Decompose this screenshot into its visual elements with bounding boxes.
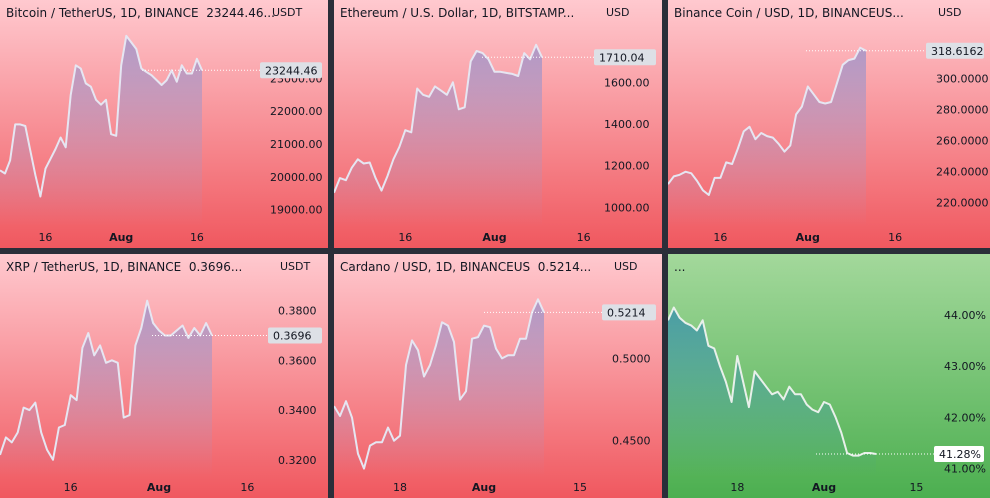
series-area: [0, 300, 212, 476]
x-tick-label: 16: [398, 231, 412, 244]
y-tick-label: 1200.00: [604, 160, 650, 173]
chart-svg: 220.0000 240.0000 260.0000 280.0000 300.0000…: [668, 0, 990, 248]
last-value-text: 23244.46...: [206, 6, 275, 20]
x-tick-label: 16: [888, 231, 902, 244]
x-tick-label: Aug: [109, 231, 133, 244]
series-area: [0, 35, 202, 226]
chart-title: ...: [674, 260, 686, 274]
y-tick-label: 43.00%: [944, 360, 986, 373]
y-tick-label: 42.00%: [944, 411, 986, 424]
price-tag: [926, 42, 984, 59]
y-tick-label: 0.3800: [278, 305, 317, 318]
y-tick-label: 41.00%: [944, 462, 986, 475]
price-tag-label: 0.5214: [607, 306, 646, 319]
x-tick-label: Aug: [812, 481, 836, 494]
currency-label: USD: [606, 6, 630, 19]
last-value-text: 0.3696...: [188, 260, 243, 274]
y-tick-label: 0.3200: [278, 454, 317, 467]
x-tick-label: Aug: [796, 231, 820, 244]
x-tick-label: 16: [64, 481, 78, 494]
price-tag: [268, 327, 322, 344]
x-tick-label: 16: [38, 231, 52, 244]
y-tick-label: 1400.00: [604, 118, 650, 131]
chart-title: Cardano / USD, 1D, BINANCEUS 0.5214...: [340, 260, 592, 274]
chart-title: XRP / TetherUS, 1D, BINANCE 0.3696...: [6, 260, 243, 274]
currency-label: USD: [614, 260, 638, 273]
y-tick-label: 1600.00: [604, 76, 650, 89]
x-tick-label: Aug: [147, 481, 171, 494]
y-tick-label: 44.00%: [944, 309, 986, 322]
currency-label: USDT: [280, 260, 311, 273]
y-tick-label: 21000.00: [270, 138, 323, 151]
chart-title: Binance Coin / USD, 1D, BINANCEUS...: [674, 6, 904, 20]
y-tick-label: 260.0000: [936, 135, 989, 148]
btc-chart-panel[interactable]: 19000.00 20000.00 21000.00 22000.00 23000.00…: [0, 0, 328, 248]
xrp-chart-panel[interactable]: 0.3200 0.3400 0.3600 0.3800 USDT 0.3696 16 Aug 1…: [0, 254, 328, 498]
series-line: [0, 34, 203, 198]
currency-label: USDT: [272, 6, 303, 19]
x-tick-label: 18: [730, 481, 744, 494]
price-tag: [260, 62, 322, 79]
x-tick-label: 15: [573, 481, 587, 494]
y-tick-label: 0.3600: [278, 354, 317, 367]
y-tick-label: 19000.00: [270, 204, 323, 217]
x-tick-label: 16: [577, 231, 591, 244]
price-tag-label: 41.28%: [939, 448, 981, 461]
series-line: [334, 43, 543, 194]
x-tick-label: 16: [240, 481, 254, 494]
chart-svg: 0.3200 0.3400 0.3600 0.3800 USDT 0.3696 16 Aug 1…: [0, 254, 328, 498]
price-tag-label: 0.3696: [273, 329, 312, 342]
y-tick-label: 300.0000: [936, 73, 989, 86]
series-line: [0, 299, 213, 461]
series-line: [668, 306, 877, 457]
y-tick-label: 0.4500: [612, 435, 651, 448]
x-tick-label: Aug: [482, 231, 506, 244]
series-line: [668, 46, 867, 196]
y-tick-label: 240.0000: [936, 166, 989, 179]
x-tick-label: 16: [190, 231, 204, 244]
chart-svg: 1000.00 1200.00 1400.00 1600.00 USD 1710.04 16…: [334, 0, 662, 248]
chart-svg: 41.00% 42.00% 43.00% 44.00% 41.28% 18 Aug 15: [668, 254, 990, 498]
bnb-chart-panel[interactable]: 220.0000 240.0000 260.0000 280.0000 300.0000…: [668, 0, 990, 248]
price-tag: [602, 304, 656, 321]
y-tick-label: 0.3400: [278, 404, 317, 417]
x-tick-label: Aug: [472, 481, 496, 494]
y-tick-label: 0.5000: [612, 352, 651, 365]
x-tick-label: 16: [713, 231, 727, 244]
last-value-text: 0.5214...: [537, 260, 592, 274]
y-tick-label: 1000.00: [604, 201, 650, 214]
y-tick-label: 220.0000: [936, 197, 989, 210]
price-tag: [594, 49, 656, 66]
price-tag-label: 1710.04: [599, 51, 645, 64]
x-tick-label: 15: [909, 481, 923, 494]
eth-chart-panel[interactable]: 1000.00 1200.00 1400.00 1600.00 USD 1710.04 16…: [334, 0, 662, 248]
price-tag-label: 23244.46: [265, 64, 318, 77]
chart-svg: 0.4500 0.5000 USD 0.5214 18 Aug 15: [334, 254, 662, 498]
price-tag-label: 318.6162: [931, 45, 984, 58]
percent-chart-panel[interactable]: 41.00% 42.00% 43.00% 44.00% 41.28% 18 Aug 15 ..…: [668, 254, 990, 498]
ada-chart-panel[interactable]: 0.4500 0.5000 USD 0.5214 18 Aug 15 Cardano / U…: [334, 254, 662, 498]
x-tick-label: 18: [393, 481, 407, 494]
series-area: [668, 307, 876, 476]
y-tick-label: 20000.00: [270, 171, 323, 184]
price-tag: [934, 446, 984, 463]
chart-title: Bitcoin / TetherUS, 1D, BINANCE 23244.46…: [6, 6, 275, 20]
chart-title: Ethereum / U.S. Dollar, 1D, BITSTAMP...: [340, 6, 575, 20]
series-line: [334, 298, 545, 470]
currency-label: USD: [938, 6, 962, 19]
y-tick-label: 280.0000: [936, 104, 989, 117]
chart-svg: 19000.0020000.0021000.0022000.0023000.00…: [0, 0, 328, 248]
y-tick-label: 22000.00: [270, 105, 323, 118]
